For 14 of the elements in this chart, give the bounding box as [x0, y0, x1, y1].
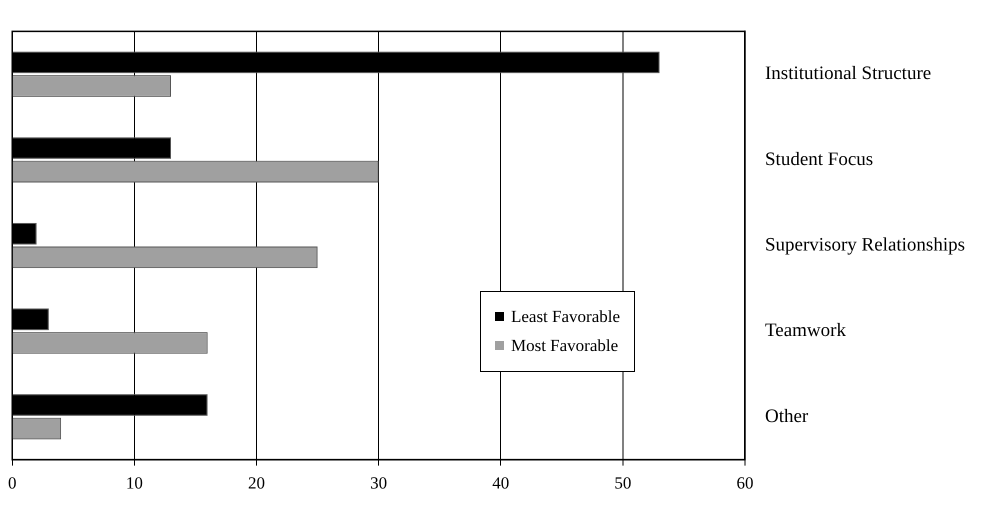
y-tick-label: Other: [764, 406, 809, 427]
y-tick-label: Student Focus: [764, 148, 874, 170]
x-tick-label: 10: [126, 473, 143, 492]
x-tick-label: 0: [8, 473, 16, 492]
x-tick-label: 40: [492, 473, 510, 492]
y-tick-label: Teamwork: [764, 320, 846, 342]
legend-label: Least Favorable: [510, 306, 620, 326]
y-tick-label: Institutional Structure: [764, 63, 932, 84]
y-tick-label: Supervisory Relationships: [764, 234, 966, 256]
x-tick-label: 20: [248, 473, 265, 492]
x-tick-label: 30: [370, 473, 388, 492]
x-tick-label: 60: [736, 473, 754, 492]
legend-label: Most Favorable: [510, 336, 618, 356]
x-tick-label: 50: [614, 473, 632, 492]
